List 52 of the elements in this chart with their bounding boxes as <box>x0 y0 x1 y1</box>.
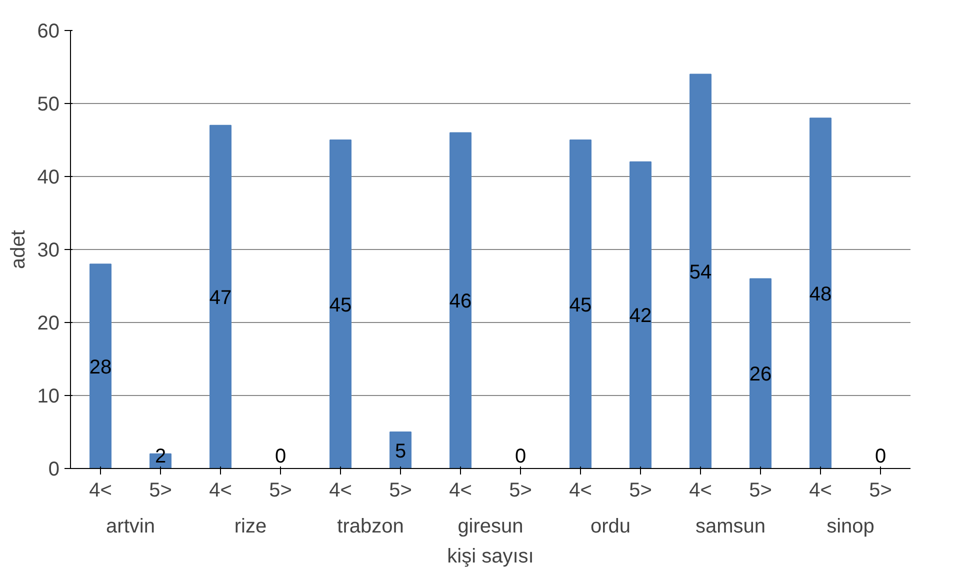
y-tick-label: 30 <box>37 240 60 262</box>
text: rize <box>234 516 267 538</box>
x-tick-label: 5> <box>149 480 172 502</box>
data-label: 42 <box>629 305 652 328</box>
data-label: 47 <box>209 286 232 309</box>
data-label: 0 <box>514 445 526 468</box>
y-tick-label: 40 <box>37 166 60 188</box>
data-label: 5 <box>394 440 406 462</box>
x-tick-label: 5> <box>389 480 412 502</box>
x-tick-label: 4< <box>209 480 232 502</box>
bar <box>330 140 352 468</box>
x-axis-title: kişi sayısı <box>447 546 534 568</box>
data-label: 28 <box>89 356 112 378</box>
data-label: 26 <box>749 364 772 386</box>
bar <box>630 161 652 468</box>
x-tick-label: 4< <box>569 480 592 502</box>
x-tick-label: 4< <box>809 480 832 502</box>
text: samsun <box>695 516 766 538</box>
bar <box>810 118 832 468</box>
x-tick-label: 4< <box>689 480 712 502</box>
bar <box>570 140 592 468</box>
x-tick-label: 5> <box>869 480 892 502</box>
bar <box>690 74 712 468</box>
data-label: 48 <box>809 283 832 306</box>
x-tick-label: 5> <box>749 480 772 502</box>
bar <box>210 124 232 468</box>
data-label: 45 <box>569 294 592 316</box>
y-tick-label: 10 <box>37 386 60 408</box>
x-tick-label: 4< <box>89 480 112 502</box>
data-label: 46 <box>449 290 472 313</box>
bar <box>90 264 112 468</box>
x-tick-label: 5> <box>629 480 652 502</box>
data-label: 54 <box>689 261 712 284</box>
data-label: 45 <box>329 294 352 316</box>
data-label: 0 <box>874 445 886 468</box>
bar <box>450 132 472 468</box>
y-tick-label: 20 <box>37 312 60 334</box>
text: sinop <box>826 516 874 538</box>
y-tick-label: 50 <box>37 94 60 116</box>
bar <box>750 278 772 468</box>
text: artvin <box>106 516 155 538</box>
text: giresun <box>458 516 524 538</box>
x-tick-label: 4< <box>329 480 352 502</box>
y-tick-label: 60 <box>37 20 60 42</box>
text: trabzon <box>337 516 404 538</box>
data-label: 0 <box>274 445 286 468</box>
y-tick-label: 0 <box>48 458 60 480</box>
x-tick-label: 5> <box>509 480 532 502</box>
x-tick-label: 4< <box>449 480 472 502</box>
x-tick-label: 5> <box>269 480 292 502</box>
text: ordu <box>590 516 631 538</box>
y-axis-title: adet <box>7 230 30 269</box>
